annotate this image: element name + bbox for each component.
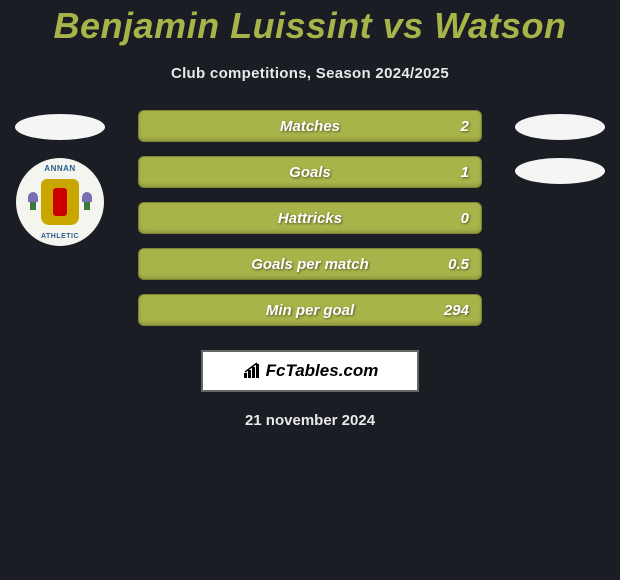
player-placeholder-left — [15, 114, 105, 140]
thistle-icon — [80, 192, 94, 210]
stat-bar-goals-per-match: Goals per match 0.5 — [138, 248, 482, 280]
badge-center-stripe — [53, 188, 67, 216]
stats-column: Matches 2 Goals 1 Hattricks 0 Goals per … — [120, 110, 500, 326]
stat-label: Min per goal — [266, 302, 354, 319]
stat-bar-hattricks: Hattricks 0 — [138, 202, 482, 234]
stat-bar-min-per-goal: Min per goal 294 — [138, 294, 482, 326]
stat-label: Hattricks — [278, 210, 342, 227]
stat-value: 294 — [444, 302, 469, 319]
main-grid: ANNAN ATHLETIC Matches 2 Goals 1 — [0, 110, 620, 326]
stat-bar-goals: Goals 1 — [138, 156, 482, 188]
player-placeholder-right-1 — [515, 114, 605, 140]
right-badge-column — [500, 110, 620, 184]
date-text: 21 november 2024 — [245, 412, 375, 429]
thistle-icon — [26, 192, 40, 210]
stat-label: Goals — [289, 164, 331, 181]
stat-value: 0 — [461, 210, 469, 227]
page-title: Benjamin Luissint vs Watson — [54, 5, 567, 47]
club-badge-left: ANNAN ATHLETIC — [16, 158, 104, 246]
badge-text-bottom: ATHLETIC — [16, 233, 104, 240]
chart-icon — [242, 362, 262, 380]
stat-label: Matches — [280, 118, 340, 135]
brand-text: FcTables.com — [266, 361, 379, 381]
badge-text-top: ANNAN — [16, 164, 104, 173]
player-placeholder-right-2 — [515, 158, 605, 184]
left-badge-column: ANNAN ATHLETIC — [0, 110, 120, 246]
stat-value: 2 — [461, 118, 469, 135]
stat-value: 0.5 — [448, 256, 469, 273]
subtitle: Club competitions, Season 2024/2025 — [171, 65, 449, 82]
infographic-container: Benjamin Luissint vs Watson Club competi… — [0, 0, 620, 429]
badge-shield — [41, 179, 79, 225]
stat-label: Goals per match — [251, 256, 369, 273]
stat-value: 1 — [461, 164, 469, 181]
stat-bar-matches: Matches 2 — [138, 110, 482, 142]
brand-box[interactable]: FcTables.com — [201, 350, 419, 392]
